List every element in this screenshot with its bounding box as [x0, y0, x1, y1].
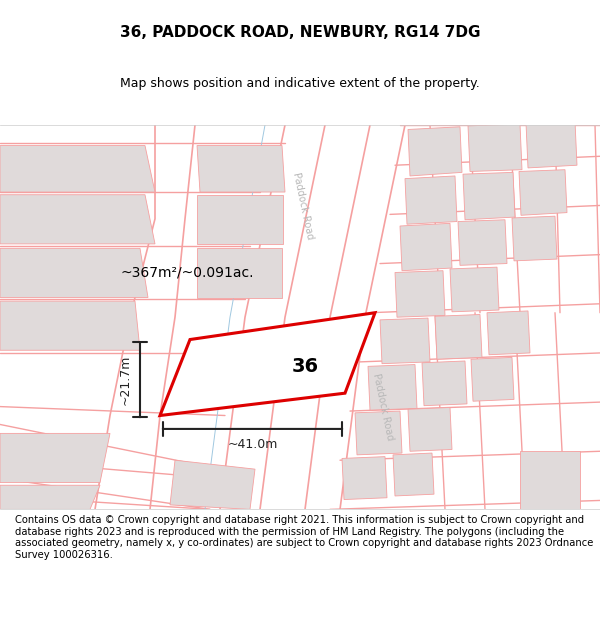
Polygon shape [170, 460, 255, 509]
Polygon shape [487, 311, 530, 355]
Text: ~41.0m: ~41.0m [227, 438, 278, 451]
Polygon shape [450, 267, 499, 312]
Polygon shape [0, 248, 148, 298]
Polygon shape [380, 318, 430, 364]
Polygon shape [0, 433, 110, 482]
Polygon shape [408, 408, 452, 451]
Polygon shape [160, 312, 375, 416]
Polygon shape [0, 301, 140, 350]
Text: 36: 36 [292, 357, 319, 376]
Polygon shape [368, 364, 417, 410]
Polygon shape [355, 411, 402, 455]
Text: Map shows position and indicative extent of the property.: Map shows position and indicative extent… [120, 78, 480, 91]
Polygon shape [458, 220, 507, 266]
Polygon shape [435, 314, 482, 359]
Polygon shape [0, 485, 100, 509]
Polygon shape [519, 170, 567, 215]
Polygon shape [526, 121, 577, 168]
Polygon shape [0, 195, 155, 244]
Polygon shape [468, 124, 522, 171]
Polygon shape [422, 361, 467, 406]
Text: Paddock Road: Paddock Road [371, 372, 395, 441]
Text: Paddock Road: Paddock Road [291, 171, 315, 240]
Polygon shape [197, 146, 285, 192]
Polygon shape [400, 223, 452, 271]
Text: 36, PADDOCK ROAD, NEWBURY, RG14 7DG: 36, PADDOCK ROAD, NEWBURY, RG14 7DG [120, 25, 480, 40]
Polygon shape [520, 451, 580, 509]
Polygon shape [471, 357, 514, 401]
Polygon shape [395, 271, 445, 317]
Polygon shape [197, 195, 283, 244]
Polygon shape [463, 173, 515, 220]
Polygon shape [405, 176, 457, 224]
Text: ~21.7m: ~21.7m [119, 354, 132, 405]
Polygon shape [408, 127, 462, 176]
Polygon shape [512, 216, 557, 261]
Text: ~367m²/~0.091ac.: ~367m²/~0.091ac. [120, 266, 254, 279]
Polygon shape [0, 146, 155, 192]
Polygon shape [342, 457, 387, 499]
Text: Contains OS data © Crown copyright and database right 2021. This information is : Contains OS data © Crown copyright and d… [15, 515, 593, 560]
Polygon shape [393, 453, 434, 496]
Polygon shape [197, 248, 282, 298]
